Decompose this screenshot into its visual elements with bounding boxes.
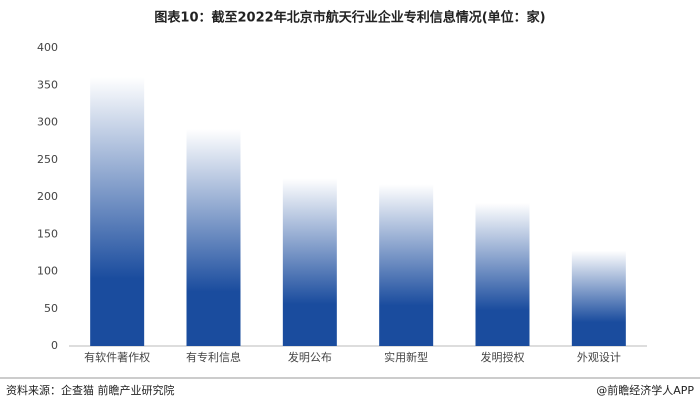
bar [571,250,626,346]
y-tick-label: 350 [37,78,58,91]
bar [186,129,241,346]
y-tick-label: 0 [51,339,58,352]
x-tick-label: 有软件著作权 [84,350,150,364]
credit: @前瞻经济学人APP [596,383,694,397]
x-tick-label: 发明授权 [481,350,525,364]
bar [379,184,434,346]
x-tick-label: 实用新型 [384,350,428,364]
bar [475,202,530,346]
source: 资料来源：企查猫 前瞻产业研究院 [6,383,175,397]
y-tick-label: 100 [37,265,58,278]
y-tick-label: 400 [37,41,58,54]
y-tick-label: 50 [44,302,58,315]
y-tick-label: 300 [37,116,58,129]
y-tick-label: 150 [37,227,58,240]
bar [90,77,145,347]
y-tick-label: 200 [37,190,58,203]
bar [282,178,337,346]
x-tick-label: 发明公布 [288,350,332,364]
chart-title: 图表10：截至2022年北京市航天行业企业专利信息情况(单位：家) [154,10,545,26]
y-tick-label: 250 [37,153,58,166]
x-tick-label: 有专利信息 [186,350,241,364]
x-tick-label: 外观设计 [577,351,621,364]
